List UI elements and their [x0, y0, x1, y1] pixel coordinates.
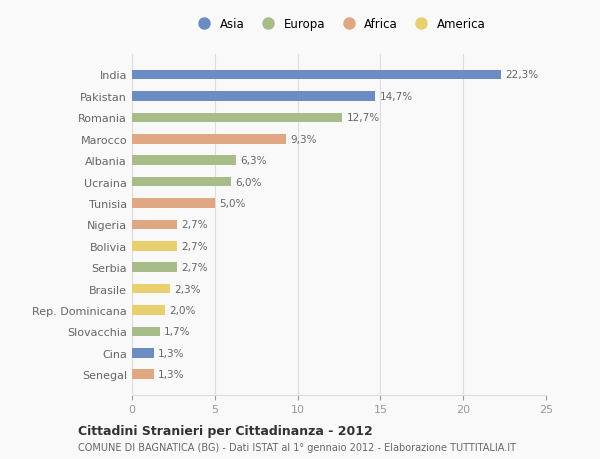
- Bar: [132, 327, 160, 336]
- Text: 2,7%: 2,7%: [181, 263, 208, 273]
- Text: 2,3%: 2,3%: [174, 284, 201, 294]
- Bar: [132, 369, 154, 379]
- Text: 6,3%: 6,3%: [241, 156, 267, 166]
- Text: 2,0%: 2,0%: [169, 305, 196, 315]
- Bar: [132, 113, 343, 123]
- Bar: [132, 348, 154, 358]
- Text: 2,7%: 2,7%: [181, 220, 208, 230]
- Text: COMUNE DI BAGNATICA (BG) - Dati ISTAT al 1° gennaio 2012 - Elaborazione TUTTITAL: COMUNE DI BAGNATICA (BG) - Dati ISTAT al…: [78, 442, 516, 452]
- Bar: [132, 177, 232, 187]
- Text: 12,7%: 12,7%: [346, 113, 380, 123]
- Bar: [132, 220, 177, 230]
- Bar: [132, 241, 177, 251]
- Bar: [132, 284, 170, 294]
- Bar: [132, 156, 236, 166]
- Text: 14,7%: 14,7%: [380, 92, 413, 102]
- Legend: Asia, Europa, Africa, America: Asia, Europa, Africa, America: [188, 13, 490, 36]
- Text: 9,3%: 9,3%: [290, 134, 317, 145]
- Bar: [132, 199, 215, 208]
- Bar: [132, 134, 286, 144]
- Text: 22,3%: 22,3%: [505, 70, 539, 80]
- Bar: [132, 71, 501, 80]
- Text: Cittadini Stranieri per Cittadinanza - 2012: Cittadini Stranieri per Cittadinanza - 2…: [78, 424, 373, 437]
- Bar: [132, 92, 376, 101]
- Text: 1,3%: 1,3%: [158, 369, 184, 380]
- Text: 1,3%: 1,3%: [158, 348, 184, 358]
- Text: 1,7%: 1,7%: [164, 327, 191, 337]
- Bar: [132, 263, 177, 273]
- Text: 2,7%: 2,7%: [181, 241, 208, 251]
- Text: 5,0%: 5,0%: [219, 199, 245, 208]
- Text: 6,0%: 6,0%: [235, 177, 262, 187]
- Bar: [132, 306, 165, 315]
